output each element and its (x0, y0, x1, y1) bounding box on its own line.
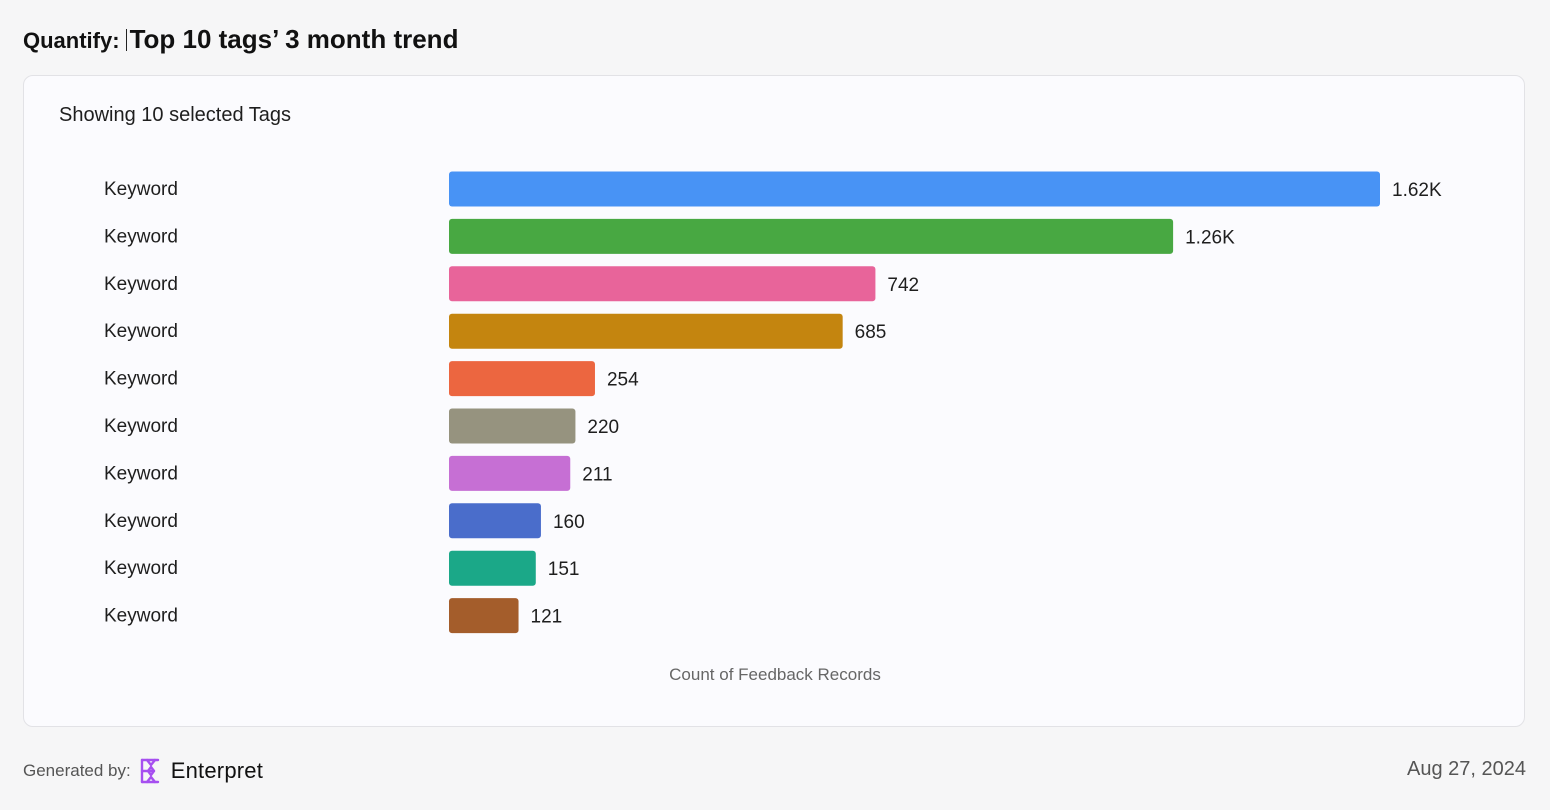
bar-value-label: 160 (553, 512, 585, 533)
brand-name: Enterpret (170, 758, 264, 783)
category-label: Keyword (104, 558, 178, 579)
x-axis-label: Count of Feedback Records (669, 665, 881, 684)
report-header: Quantify: Top 10 tags’ 3 month trend (23, 24, 458, 64)
enterpret-logo-icon (140, 758, 159, 784)
category-label: Keyword (104, 321, 178, 342)
bar-value-label: 121 (531, 607, 563, 628)
category-label: Keyword (104, 274, 178, 295)
bar-value-label: 254 (607, 370, 639, 391)
category-label: Keyword (104, 606, 178, 627)
bar-value-label: 151 (548, 559, 580, 580)
bar[interactable] (449, 503, 541, 539)
bar[interactable] (449, 408, 576, 444)
text-cursor (125, 29, 127, 51)
bar[interactable] (449, 361, 595, 397)
category-label: Keyword (104, 463, 178, 484)
category-label: Keyword (104, 511, 178, 532)
bar-value-label: 742 (887, 275, 919, 296)
bar-value-label: 211 (582, 464, 612, 485)
generated-by-label: Generated by: (23, 761, 131, 780)
footer-generated-by: Generated by: Enterpret (23, 756, 263, 786)
bar-value-label: 685 (855, 322, 887, 343)
bar[interactable] (449, 550, 536, 586)
bar[interactable] (449, 455, 571, 491)
bar[interactable] (449, 218, 1174, 254)
bar[interactable] (449, 598, 519, 634)
report-date: Aug 27, 2024 (1407, 758, 1526, 780)
report-title[interactable]: Top 10 tags’ 3 month trend (129, 24, 459, 54)
category-label: Keyword (104, 179, 178, 200)
bar[interactable] (449, 266, 876, 302)
bar-value-label: 1.26K (1185, 227, 1235, 248)
bar[interactable] (449, 171, 1380, 207)
category-label: Keyword (104, 369, 178, 390)
bar-value-label: 1.62K (1392, 180, 1442, 201)
bar-chart: Keyword 1.62K Keyword 1.26K Keyword 742 Keywor… (104, 171, 1442, 634)
bar-value-label: 220 (587, 417, 619, 438)
category-label: Keyword (104, 226, 178, 247)
chart-subtitle: Showing 10 selected Tags (59, 104, 292, 126)
category-label: Keyword (104, 416, 178, 437)
chart-card: Showing 10 selected Tags Keyword 1.62K Key… (23, 75, 1525, 727)
report-prefix: Quantify: (23, 28, 120, 53)
bar[interactable] (449, 313, 843, 349)
